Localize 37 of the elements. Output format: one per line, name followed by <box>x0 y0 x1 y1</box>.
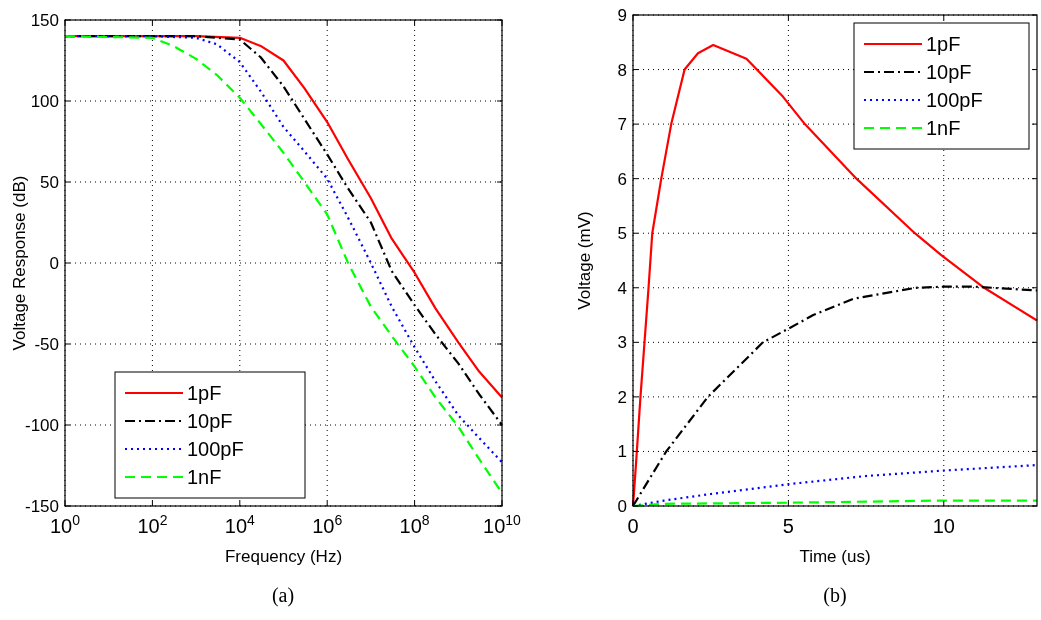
y-axis-title: Voltage (mV) <box>575 211 594 310</box>
y-tick-label: 8 <box>617 60 627 80</box>
legend-label: 10pF <box>926 61 972 83</box>
legend-label: 100pF <box>926 89 983 111</box>
y-tick-label: 150 <box>30 11 59 30</box>
y-tick-label: 6 <box>617 169 627 189</box>
y-tick-label: 3 <box>617 333 627 353</box>
legend-label: 1nF <box>926 117 961 139</box>
y-tick-label: 9 <box>617 6 627 25</box>
legend-label: 100pF <box>187 438 244 460</box>
x-tick-label: 10 <box>932 515 955 537</box>
x-tick-label: 10$^{10}$ <box>483 512 522 537</box>
y-tick-label: 5 <box>617 224 627 244</box>
text: (a) <box>271 584 295 607</box>
legend-label: 1nF <box>187 466 222 488</box>
y-tick-label: 4 <box>617 278 627 298</box>
x-tick-label: 10$^{8}$ <box>399 512 430 537</box>
text: (b) <box>823 584 847 607</box>
y-tick-label: 7 <box>617 115 627 135</box>
y-axis-title: Voltage Response (dB) <box>10 175 29 351</box>
x-tick-label: 10$^{6}$ <box>312 512 343 537</box>
legend-label: 10pF <box>187 410 233 432</box>
y-tick-label: 50 <box>40 173 59 192</box>
x-tick-label: 10$^{4}$ <box>224 512 256 537</box>
legend-label: 1pF <box>187 382 222 404</box>
x-tick-label: 5 <box>782 515 794 537</box>
y-tick-label: 0 <box>49 254 59 273</box>
y-tick-label: 1 <box>617 442 627 462</box>
x-tick-label: 10$^{2}$ <box>137 512 168 537</box>
legend-label: 1pF <box>926 33 961 55</box>
x-axis-title: Time (us) <box>799 547 871 566</box>
y-tick-label: -100 <box>24 416 59 435</box>
y-tick-label: 0 <box>617 497 627 516</box>
y-tick-label: -50 <box>34 335 59 354</box>
y-tick-label: 2 <box>617 387 627 407</box>
y-tick-label: 100 <box>30 92 59 111</box>
x-axis-title: Frequency (Hz) <box>224 547 343 566</box>
